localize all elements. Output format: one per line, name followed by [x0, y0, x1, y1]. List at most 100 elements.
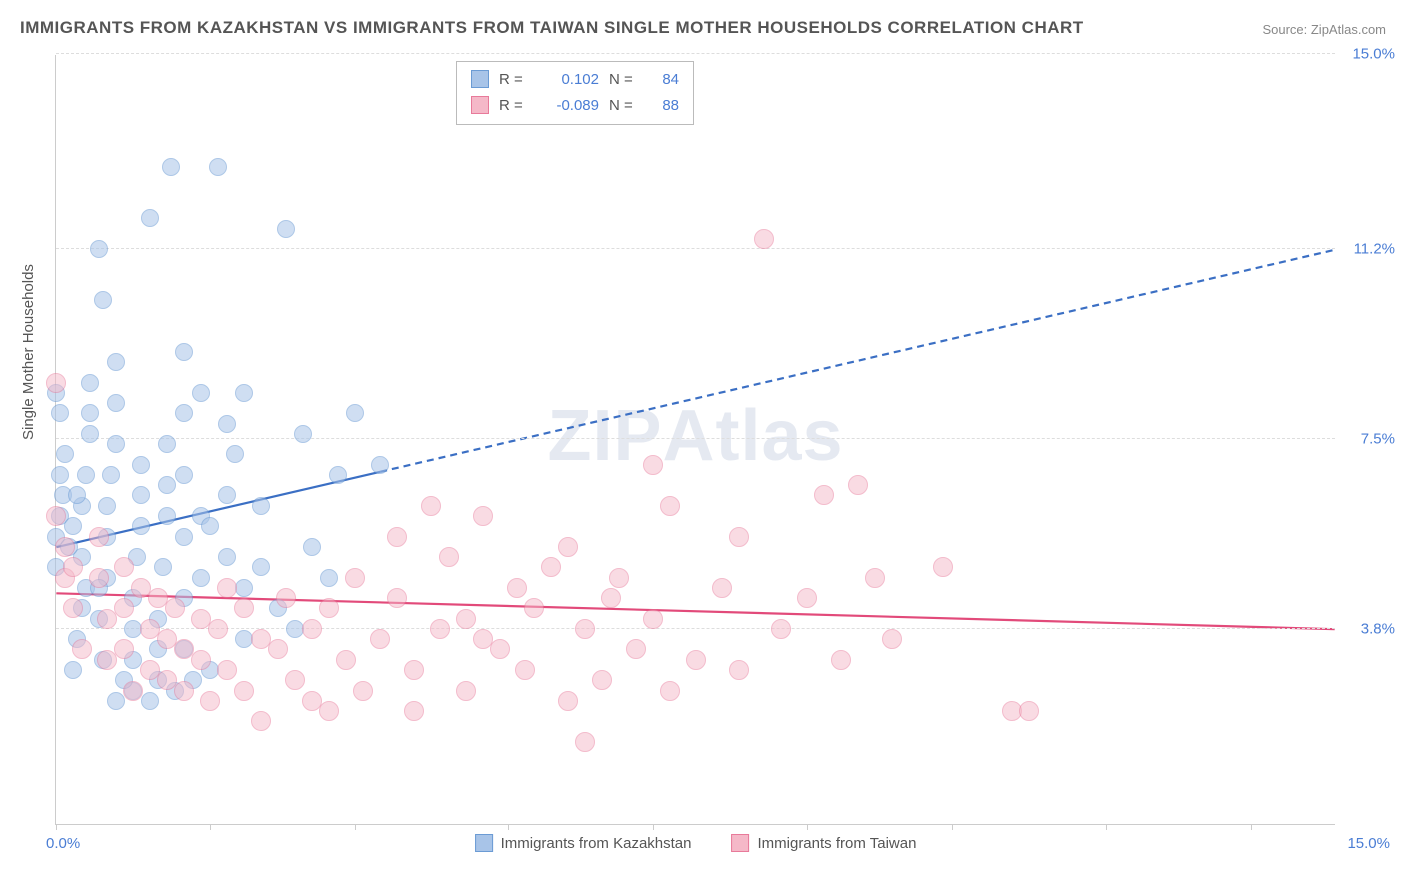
scatter-point: [158, 507, 176, 525]
scatter-point: [89, 527, 109, 547]
scatter-point: [660, 681, 680, 701]
legend-label-kazakhstan: Immigrants from Kazakhstan: [501, 835, 692, 852]
scatter-point: [831, 650, 851, 670]
scatter-point: [217, 578, 237, 598]
scatter-point: [132, 486, 150, 504]
scatter-point: [456, 681, 476, 701]
scatter-point: [387, 588, 407, 608]
scatter-point: [235, 579, 253, 597]
scatter-point: [72, 639, 92, 659]
x-axis-max-label: 15.0%: [1347, 835, 1390, 852]
scatter-point: [132, 517, 150, 535]
scatter-point: [175, 343, 193, 361]
n-value-kazakhstan: 84: [649, 71, 679, 88]
x-tick: [210, 824, 211, 830]
y-tick-label: 3.8%: [1361, 620, 1395, 637]
scatter-point: [201, 517, 219, 535]
scatter-point: [626, 639, 646, 659]
scatter-point: [276, 588, 296, 608]
scatter-point: [251, 711, 271, 731]
scatter-point: [175, 404, 193, 422]
legend-item-kazakhstan: Immigrants from Kazakhstan: [475, 834, 692, 852]
scatter-point: [46, 506, 66, 526]
scatter-point: [601, 588, 621, 608]
scatter-point: [430, 619, 450, 639]
scatter-point: [277, 220, 295, 238]
swatch-taiwan: [471, 96, 489, 114]
scatter-point: [686, 650, 706, 670]
scatter-point: [191, 650, 211, 670]
legend-item-taiwan: Immigrants from Taiwan: [731, 834, 916, 852]
trend-lines: [56, 55, 1335, 824]
gridline-horizontal: [56, 248, 1335, 249]
scatter-point: [882, 629, 902, 649]
scatter-point: [729, 660, 749, 680]
legend-label-taiwan: Immigrants from Taiwan: [757, 835, 916, 852]
scatter-point: [175, 528, 193, 546]
scatter-point: [81, 374, 99, 392]
scatter-point: [558, 691, 578, 711]
y-tick-label: 7.5%: [1361, 431, 1395, 448]
scatter-point: [165, 598, 185, 618]
scatter-point: [252, 497, 270, 515]
scatter-point: [319, 701, 339, 721]
r-label: R =: [499, 97, 529, 114]
legend-swatch-kazakhstan: [475, 834, 493, 852]
r-value-taiwan: -0.089: [539, 97, 599, 114]
x-tick: [952, 824, 953, 830]
scatter-point: [515, 660, 535, 680]
bottom-legend: Immigrants from Kazakhstan Immigrants fr…: [475, 834, 917, 852]
n-label: N =: [609, 97, 639, 114]
chart-title: IMMIGRANTS FROM KAZAKHSTAN VS IMMIGRANTS…: [20, 18, 1084, 38]
x-tick: [508, 824, 509, 830]
gridline-horizontal: [56, 628, 1335, 629]
scatter-point: [507, 578, 527, 598]
scatter-point: [132, 456, 150, 474]
scatter-point: [218, 548, 236, 566]
scatter-point: [192, 384, 210, 402]
scatter-point: [575, 732, 595, 752]
stats-row-taiwan: R = -0.089 N = 88: [471, 92, 679, 118]
scatter-point: [319, 598, 339, 618]
scatter-point: [218, 486, 236, 504]
scatter-point: [336, 650, 356, 670]
scatter-point: [107, 435, 125, 453]
scatter-point: [218, 415, 236, 433]
plot-area: ZIPAtlas R = 0.102 N = 84 R = -0.089 N =…: [55, 55, 1335, 825]
scatter-point: [208, 619, 228, 639]
scatter-point: [46, 373, 66, 393]
scatter-point: [141, 209, 159, 227]
x-axis-min-label: 0.0%: [46, 835, 80, 852]
scatter-point: [234, 598, 254, 618]
scatter-point: [345, 568, 365, 588]
legend-swatch-taiwan: [731, 834, 749, 852]
scatter-point: [729, 527, 749, 547]
scatter-point: [1019, 701, 1039, 721]
scatter-point: [346, 404, 364, 422]
scatter-point: [456, 609, 476, 629]
scatter-point: [643, 455, 663, 475]
scatter-point: [98, 497, 116, 515]
scatter-point: [94, 291, 112, 309]
scatter-point: [64, 661, 82, 679]
stats-legend-box: R = 0.102 N = 84 R = -0.089 N = 88: [456, 61, 694, 125]
scatter-point: [643, 609, 663, 629]
scatter-point: [107, 353, 125, 371]
scatter-point: [421, 496, 441, 516]
source-attribution: Source: ZipAtlas.com: [1262, 22, 1386, 37]
x-tick: [355, 824, 356, 830]
scatter-point: [63, 598, 83, 618]
scatter-point: [473, 506, 493, 526]
scatter-point: [56, 445, 74, 463]
scatter-point: [217, 660, 237, 680]
scatter-point: [473, 629, 493, 649]
scatter-point: [302, 619, 322, 639]
scatter-point: [754, 229, 774, 249]
scatter-point: [490, 639, 510, 659]
scatter-point: [51, 466, 69, 484]
scatter-point: [404, 660, 424, 680]
scatter-point: [712, 578, 732, 598]
scatter-point: [51, 404, 69, 422]
scatter-point: [107, 692, 125, 710]
scatter-point: [268, 639, 288, 659]
